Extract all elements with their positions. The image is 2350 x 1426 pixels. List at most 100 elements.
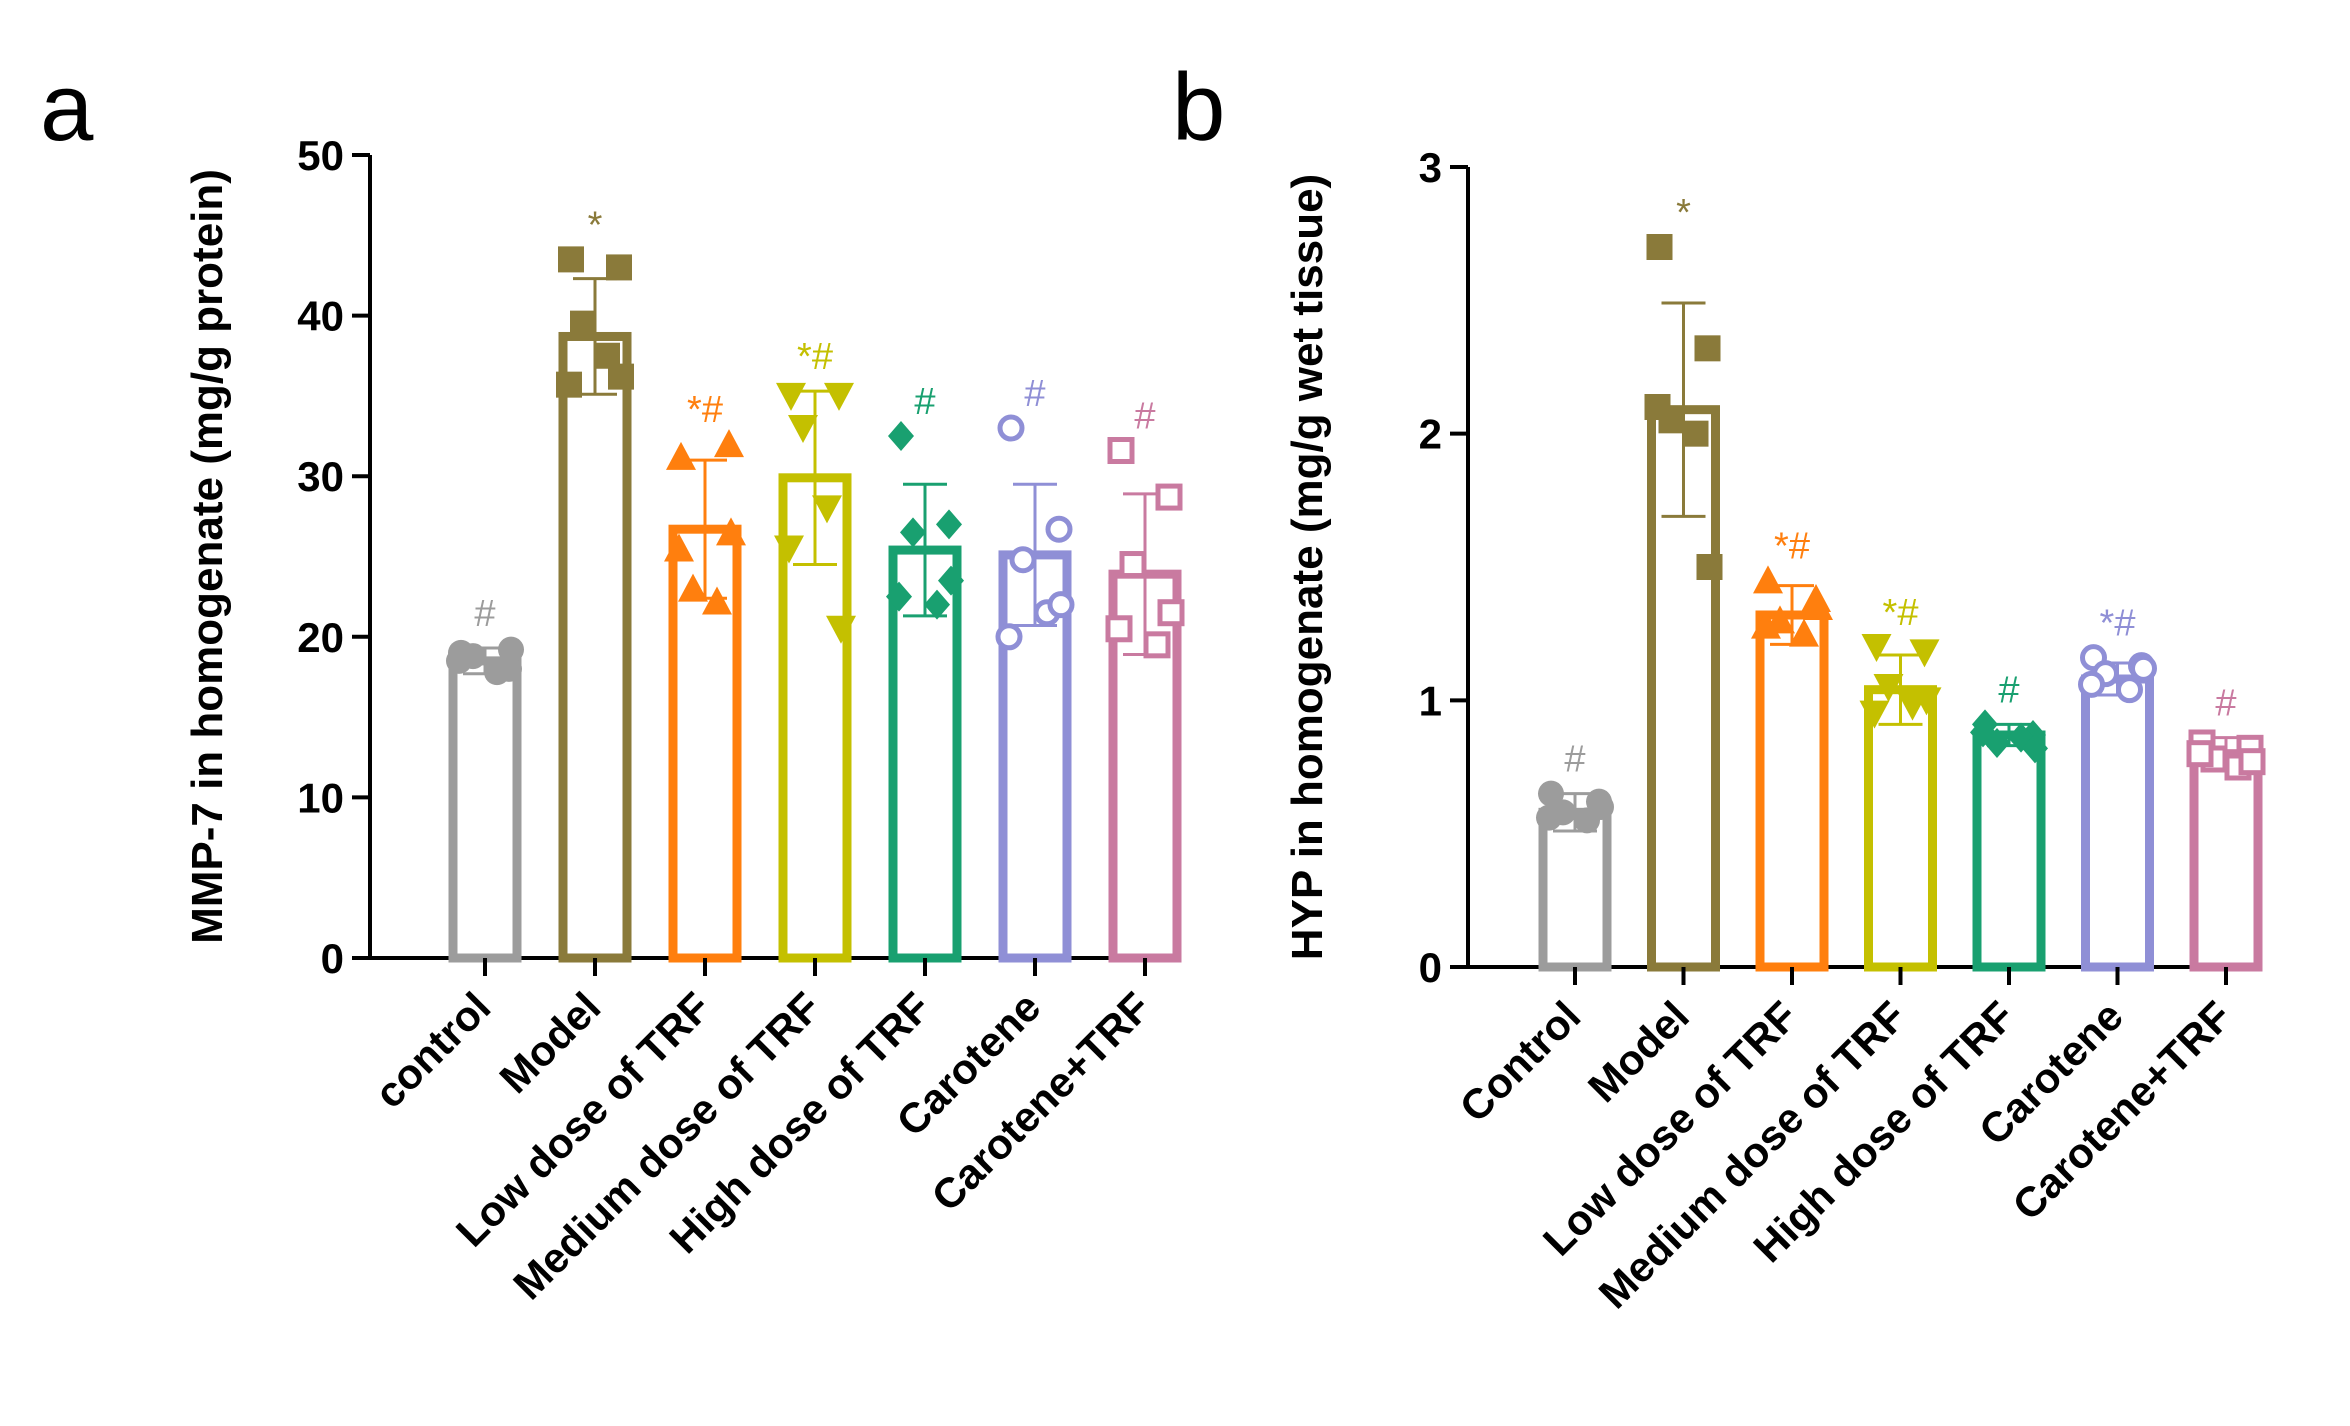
y-tick-label: 50: [297, 132, 344, 179]
significance-label: *: [1676, 192, 1691, 234]
data-point-2: [900, 517, 926, 548]
data-point-4: [2078, 670, 2105, 698]
data-point-4: [1644, 394, 1671, 420]
data-point-5: [1588, 794, 1614, 820]
significance-label: #: [2215, 683, 2236, 725]
y-axis-label: HYP in homogenate (mg/g wet tissue): [1283, 174, 1332, 960]
data-point-5: [1157, 599, 1185, 627]
data-point-5: [2130, 654, 2157, 682]
data-point-4: [1859, 700, 1890, 729]
data-point-3: [2116, 676, 2143, 704]
panel-letter: b: [1172, 54, 1225, 161]
data-point-0: [997, 414, 1025, 442]
bar: [1972, 730, 2046, 972]
data-point-4: [1751, 610, 1781, 639]
significance-label: #: [1998, 669, 2019, 711]
data-point-3: [1143, 631, 1171, 659]
data-point-5: [1047, 591, 1075, 619]
data-point-0: [666, 441, 696, 470]
data-point-0: [1538, 780, 1564, 807]
data-point-0: [1861, 634, 1892, 662]
data-point-5: [2238, 748, 2266, 776]
data-point-5: [1803, 592, 1833, 620]
bar: [2081, 674, 2154, 972]
bar: [1755, 610, 1829, 972]
data-point-0: [1753, 565, 1783, 594]
data-point-5: [498, 636, 524, 663]
significance-label: #: [1564, 739, 1585, 781]
data-point-5: [2022, 733, 2048, 764]
data-point-5: [716, 517, 746, 546]
y-tick-label: 30: [297, 453, 344, 500]
significance-label: #: [1024, 373, 1045, 415]
data-point-2: [788, 415, 818, 444]
significance-label: #: [1134, 396, 1155, 438]
data-point-1: [824, 382, 854, 411]
chart-panel-b: b HYP in homogenate (mg/g wet tissue) 0 1 2 3…: [1172, 54, 2266, 1317]
data-point-4: [1105, 615, 1133, 643]
bar: [1538, 807, 1612, 972]
data-point-2: [1873, 674, 1904, 702]
significance-label: *#: [2100, 603, 2136, 645]
significance-label: #: [474, 593, 495, 635]
data-point-5: [1911, 687, 1942, 716]
data-point-5: [608, 363, 634, 390]
data-point-4: [446, 647, 472, 674]
y-tick-label: 2: [1419, 411, 1442, 458]
y-tick-label: 10: [297, 774, 344, 821]
data-point-0: [1107, 437, 1135, 465]
data-point-3: [702, 586, 732, 615]
bar-group-1: *Model: [1579, 192, 1723, 1111]
significance-label: *#: [1774, 525, 1810, 567]
y-tick-label: 1: [1419, 677, 1442, 724]
data-point-3: [1789, 618, 1819, 647]
data-point-1: [936, 509, 962, 540]
data-point-1: [1045, 515, 1073, 543]
y-tick-label: 20: [297, 614, 344, 661]
data-point-4: [1536, 804, 1562, 831]
y-tick-label: 3: [1419, 144, 1442, 191]
data-point-1: [606, 254, 632, 281]
data-point-0: [888, 421, 914, 452]
data-point-3: [924, 589, 950, 620]
data-point-2: [678, 573, 708, 602]
data-point-2: [570, 310, 596, 337]
y-axis-label: MMP-7 in homogenate (mg/g protein): [183, 169, 232, 944]
data-point-4: [886, 581, 912, 612]
data-point-1: [714, 429, 744, 458]
data-point-4: [1970, 717, 1996, 748]
data-point-1: [1909, 639, 1940, 668]
data-point-4: [774, 535, 804, 564]
bar: [1864, 685, 1937, 972]
y-tick-label: 40: [297, 293, 344, 340]
data-point-5: [938, 565, 964, 596]
significance-label: #: [914, 381, 935, 423]
chart-panel-a: a MMP-7 in homogenate (mg/g protein) 0 10 20…: [40, 54, 1185, 1308]
data-point-4: [995, 623, 1023, 651]
data-point-2: [1119, 551, 1147, 579]
bar-group-0: # control: [365, 593, 524, 1117]
data-point-0: [1646, 234, 1673, 260]
bar: [558, 331, 632, 963]
data-point-0: [776, 382, 806, 411]
data-point-3: [484, 659, 510, 686]
data-point-2: [1009, 546, 1037, 574]
data-point-1: [1155, 483, 1183, 511]
data-point-4: [664, 533, 694, 562]
bar: [888, 545, 962, 963]
data-point-5: [826, 615, 856, 644]
data-point-0: [558, 246, 584, 273]
data-point-4: [2186, 740, 2214, 768]
data-point-3: [812, 495, 842, 524]
data-point-3: [1682, 420, 1709, 447]
panel-letter: a: [40, 54, 94, 161]
significance-label: *#: [687, 389, 723, 431]
x-tick-label: control: [365, 983, 499, 1117]
data-point-5: [1696, 554, 1723, 580]
x-tick-label: Control: [1451, 992, 1590, 1131]
data-point-1: [1694, 335, 1721, 362]
data-point-4: [556, 371, 582, 398]
y-tick-label: 0: [1419, 944, 1442, 991]
y-tick-label: 0: [321, 935, 344, 982]
bar: [448, 656, 522, 963]
